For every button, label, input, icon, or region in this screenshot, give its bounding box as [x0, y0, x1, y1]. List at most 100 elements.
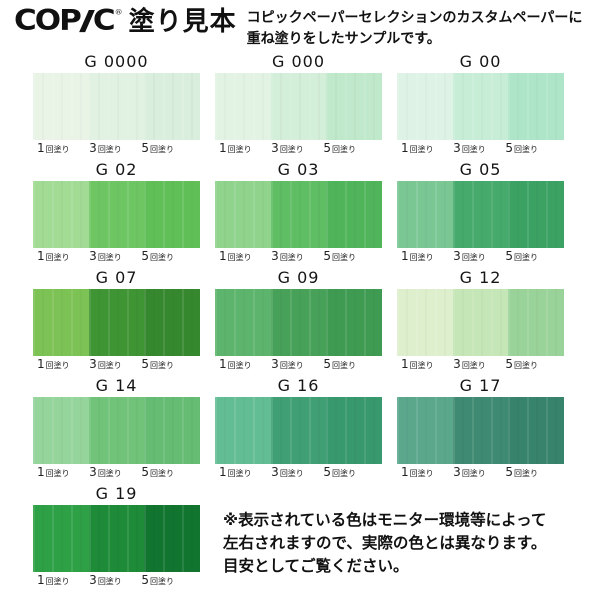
swatch-cell: G 05 1 回塗り 3 回塗り 5 回塗り	[397, 160, 565, 263]
swatch-cell: G 03 1 回塗り 3 回塗り 5 回塗り	[215, 160, 383, 263]
coat-count: 1	[401, 249, 409, 263]
coat-suffix: 回塗り	[331, 253, 356, 262]
swatch-code: G 07	[95, 268, 138, 287]
swatch-code: G 02	[95, 160, 138, 179]
coat-count: 1	[219, 141, 227, 155]
footnote-line-1: ※表示されている色はモニター環境等によって	[223, 511, 547, 530]
swatch-band-1-coat	[33, 181, 89, 248]
swatch-code: G 0000	[84, 52, 149, 71]
coat-caption: 1 回塗り	[37, 142, 70, 155]
swatch-band-1-coat	[33, 397, 89, 464]
swatch-band-3-coat	[270, 397, 327, 464]
swatch-code: G 17	[459, 376, 502, 395]
coat-count: 3	[453, 357, 461, 371]
swatch	[215, 289, 383, 356]
swatch-code: G 12	[459, 268, 502, 287]
coat-caption: 3 回塗り	[89, 574, 122, 587]
swatch-band-5-coat	[144, 181, 201, 248]
coat-captions: 1 回塗り 3 回塗り 5 回塗り	[33, 464, 200, 479]
coat-caption: 5 回塗り	[141, 466, 174, 479]
coat-captions: 1 回塗り 3 回塗り 5 回塗り	[397, 464, 564, 479]
coat-captions: 1 回塗り 3 回塗り 5 回塗り	[397, 356, 564, 371]
coat-caption: 1 回塗り	[219, 142, 252, 155]
coat-count: 1	[37, 573, 45, 587]
coat-caption: 5 回塗り	[505, 358, 538, 371]
coat-suffix: 回塗り	[227, 253, 252, 262]
swatch-band-5-coat	[326, 73, 383, 140]
swatch	[33, 397, 201, 464]
coat-caption: 1 回塗り	[401, 250, 434, 263]
coat-suffix: 回塗り	[461, 253, 486, 262]
coat-suffix: 回塗り	[97, 253, 122, 262]
coat-count: 1	[401, 357, 409, 371]
coat-captions: 1 回塗り 3 回塗り 5 回塗り	[33, 572, 200, 587]
coat-suffix: 回塗り	[149, 145, 174, 154]
coat-count: 1	[37, 357, 45, 371]
coat-count: 3	[271, 357, 279, 371]
swatch-band-1-coat	[215, 73, 271, 140]
coat-caption: 1 回塗り	[37, 466, 70, 479]
swatch	[33, 505, 201, 572]
coat-count: 3	[453, 249, 461, 263]
coat-suffix: 回塗り	[409, 469, 434, 478]
coat-suffix: 回塗り	[97, 361, 122, 370]
coat-suffix: 回塗り	[331, 469, 356, 478]
swatch-band-1-coat	[397, 73, 453, 140]
copic-logo: COP C ®	[14, 7, 123, 36]
swatch-band-1-coat	[215, 289, 271, 356]
sheet-title: 塗り見本	[128, 7, 237, 38]
swatch	[215, 73, 383, 140]
coat-suffix: 回塗り	[45, 469, 70, 478]
coat-caption: 5 回塗り	[323, 250, 356, 263]
coat-suffix: 回塗り	[279, 469, 304, 478]
coat-caption: 5 回塗り	[141, 142, 174, 155]
coat-count: 5	[323, 141, 331, 155]
coat-suffix: 回塗り	[513, 469, 538, 478]
logo-text-suffix: C	[92, 4, 116, 38]
coat-caption: 5 回塗り	[141, 574, 174, 587]
swatch	[33, 289, 201, 356]
registered-trademark-icon: ®	[114, 8, 123, 17]
coat-suffix: 回塗り	[45, 361, 70, 370]
coat-caption: 5 回塗り	[323, 466, 356, 479]
coat-count: 5	[141, 573, 149, 587]
swatch-band-3-coat	[88, 181, 145, 248]
coat-count: 5	[141, 357, 149, 371]
swatch-band-1-coat	[397, 181, 453, 248]
swatch-band-1-coat	[397, 397, 453, 464]
coat-caption: 3 回塗り	[89, 142, 122, 155]
coat-suffix: 回塗り	[45, 145, 70, 154]
coat-caption: 5 回塗り	[323, 358, 356, 371]
coat-suffix: 回塗り	[279, 361, 304, 370]
swatch	[397, 289, 565, 356]
coat-caption: 5 回塗り	[505, 250, 538, 263]
coat-count: 5	[505, 141, 513, 155]
coat-count: 3	[271, 249, 279, 263]
coat-caption: 3 回塗り	[89, 250, 122, 263]
swatch-code: G 19	[95, 484, 138, 503]
swatch-code: G 00	[459, 52, 502, 71]
swatch-code: G 000	[271, 52, 326, 71]
swatch-code: G 09	[277, 268, 320, 287]
coat-caption: 3 回塗り	[89, 466, 122, 479]
coat-suffix: 回塗り	[461, 469, 486, 478]
swatch-band-5-coat	[326, 181, 383, 248]
coat-suffix: 回塗り	[513, 253, 538, 262]
coat-count: 1	[37, 465, 45, 479]
coat-captions: 1 回塗り 3 回塗り 5 回塗り	[215, 356, 382, 371]
coat-count: 5	[323, 249, 331, 263]
swatch-band-3-coat	[452, 397, 509, 464]
swatch-band-5-coat	[144, 505, 201, 572]
coat-count: 1	[401, 465, 409, 479]
swatch-cell: G 0000 1 回塗り 3 回塗り 5 回塗り	[33, 52, 201, 155]
coat-suffix: 回塗り	[279, 145, 304, 154]
coat-suffix: 回塗り	[149, 577, 174, 586]
coat-caption: 1 回塗り	[401, 358, 434, 371]
swatch-cell: G 00 1 回塗り 3 回塗り 5 回塗り	[397, 52, 565, 155]
coat-caption: 1 回塗り	[219, 358, 252, 371]
coat-suffix: 回塗り	[97, 145, 122, 154]
coat-captions: 1 回塗り 3 回塗り 5 回塗り	[215, 140, 382, 155]
coat-suffix: 回塗り	[409, 253, 434, 262]
swatch-band-5-coat	[144, 73, 201, 140]
coat-caption: 3 回塗り	[89, 358, 122, 371]
